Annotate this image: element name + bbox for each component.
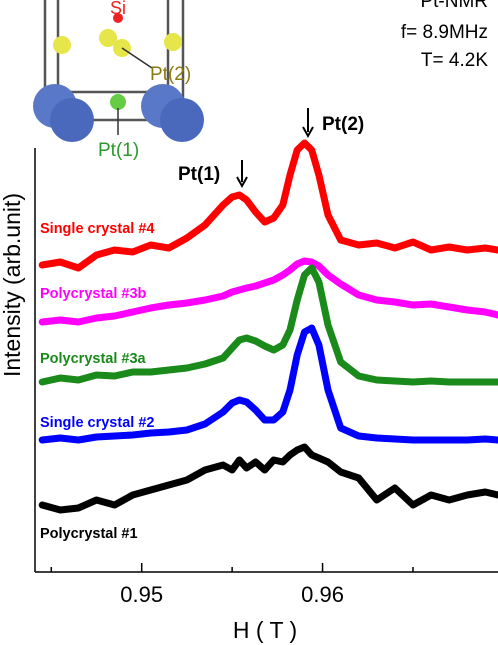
- series-label: Single crystal #2: [40, 415, 154, 431]
- condition-text: Pt-NMR: [420, 0, 488, 12]
- x-tick-label: 0.95: [120, 582, 163, 607]
- series-label: Polycrystal #3a: [40, 351, 147, 367]
- inset-label: Pt(2): [150, 64, 191, 85]
- condition-text: f= 8.9MHz: [401, 22, 488, 43]
- peak-label: Pt(1): [178, 164, 220, 185]
- spectrum-line: [38, 139, 498, 272]
- spectrum-line: [38, 257, 498, 326]
- spectrum-line: [38, 443, 498, 514]
- inset-label: Pt(1): [98, 140, 139, 161]
- condition-text: T= 4.2K: [421, 50, 488, 71]
- x-axis-label: H ( T ): [233, 617, 297, 643]
- inset-label: Si: [110, 0, 126, 18]
- spectrum-line: [38, 324, 498, 444]
- y-axis-label: Intensity (arb.unit): [0, 193, 25, 377]
- peak-arrow: [302, 108, 314, 139]
- series-label: Single crystal #4: [40, 221, 154, 237]
- spectrum-line: [38, 264, 498, 386]
- series-label: Polycrystal #3b: [40, 286, 147, 302]
- x-tick-label: 0.96: [301, 582, 344, 607]
- inset-atoms: [33, 13, 204, 142]
- peak-label: Pt(2): [322, 114, 364, 135]
- series-label: Polycrystal #1: [40, 526, 138, 542]
- peak-arrow: [236, 160, 248, 189]
